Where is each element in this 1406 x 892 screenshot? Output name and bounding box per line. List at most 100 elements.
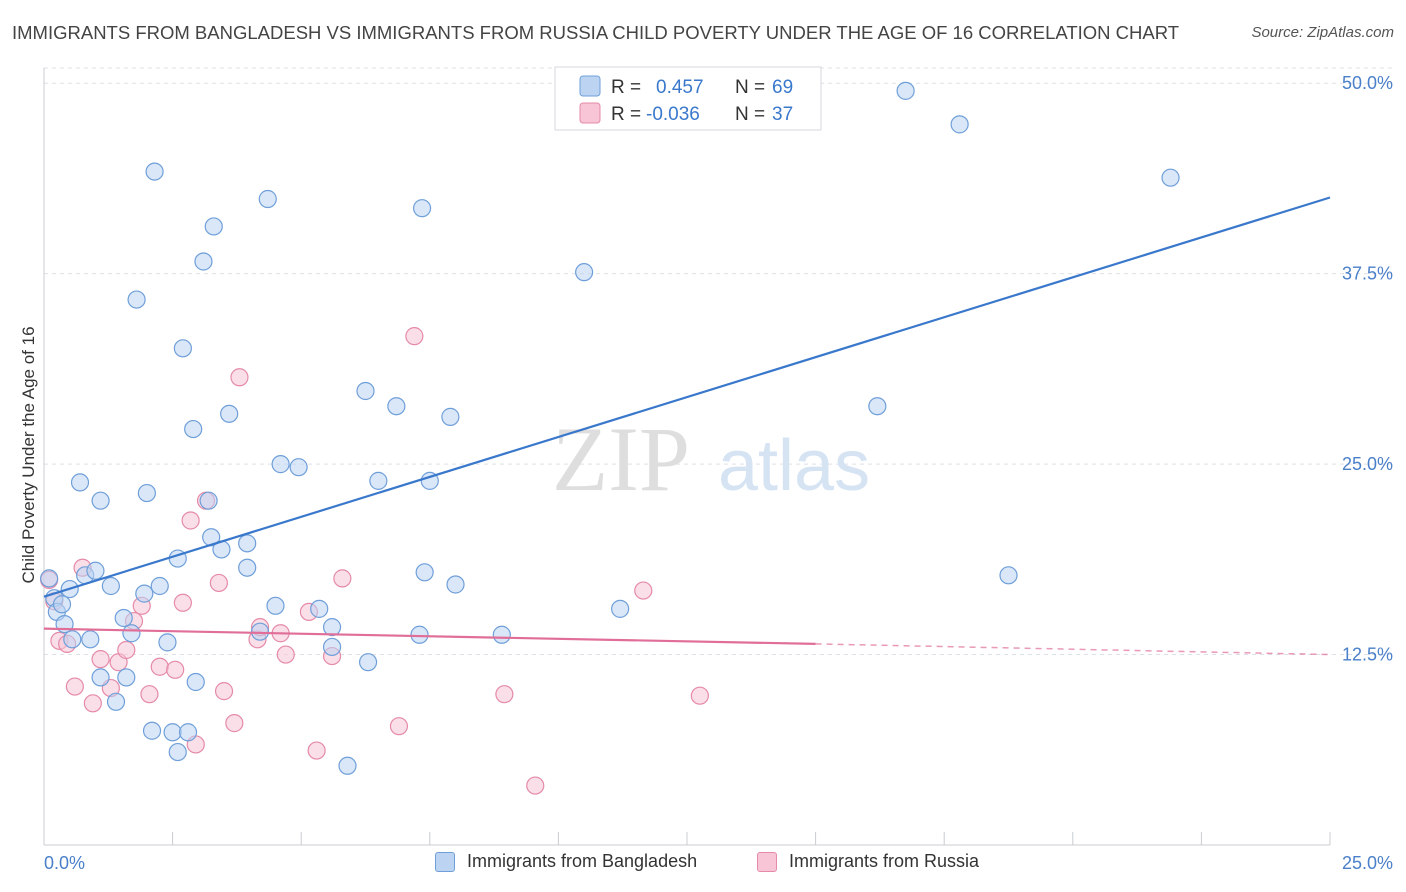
bangladesh-point (168, 742, 187, 762)
bangladesh-point (158, 633, 177, 652)
russia-point (173, 593, 192, 612)
legend-r-label-bangladesh: R = (611, 77, 641, 98)
watermark: ZIP atlas (552, 408, 870, 510)
bangladesh-point (446, 575, 465, 594)
bangladesh-point (238, 558, 257, 577)
bangladesh-point (410, 625, 429, 644)
bangladesh-point (122, 624, 141, 643)
trend-layer (43, 196, 1331, 656)
bangladesh-point (127, 290, 146, 309)
bangladesh-point (145, 162, 164, 181)
bangladesh-point (896, 81, 915, 100)
bangladesh-point (142, 721, 162, 740)
bangladesh-point (91, 668, 110, 687)
russia-point (405, 327, 424, 346)
x-ticks (43, 832, 1331, 845)
y-tick-label: 12.5% (1342, 645, 1393, 665)
bangladesh-point (575, 263, 594, 282)
bangladesh-point (492, 625, 511, 644)
bangladesh-point (204, 217, 223, 236)
bangladesh-point (194, 252, 213, 271)
bangladesh-point (70, 473, 90, 492)
bangladesh-point (114, 608, 133, 628)
legend-r-value-bangladesh: 0.457 (656, 77, 704, 98)
y-tick-label: 37.5% (1342, 264, 1393, 284)
bangladesh-point (338, 756, 357, 775)
y-tick-label: 50.0% (1342, 73, 1393, 93)
legend-r-value-russia: -0.036 (646, 104, 700, 125)
bottom-legend-russia: Immigrants from Russia (757, 851, 979, 872)
bangladesh-point (184, 419, 203, 439)
russia-point (140, 685, 159, 704)
russia-point (209, 573, 228, 593)
series-bangladesh-points (40, 81, 1180, 775)
bangladesh-point (117, 668, 136, 687)
bangladesh-point (289, 458, 308, 477)
y-tick-labels: 12.5% 25.0% 37.5% 50.0% (1342, 73, 1393, 664)
russia-point (389, 717, 409, 736)
bangladesh-point (150, 576, 169, 596)
russia-trend-extension (815, 643, 1331, 656)
russia-point (214, 682, 234, 701)
bangladesh-point (86, 561, 105, 580)
legend-swatch-bangladesh (579, 75, 601, 97)
bangladesh-point (322, 618, 342, 637)
legend-box: R = 0.457 N = 69 R = -0.036 N = 37 (554, 66, 822, 131)
russia-point (333, 569, 352, 588)
bangladesh-point (178, 723, 198, 742)
bangladesh-point (106, 692, 126, 711)
bangladesh-point (163, 723, 182, 742)
bangladesh-point (52, 595, 72, 614)
bangladesh-point (186, 672, 205, 692)
bangladesh-point (412, 199, 432, 218)
bangladesh-point (868, 397, 887, 416)
bangladesh-point (611, 599, 630, 618)
watermark-atlas: atlas (718, 426, 870, 506)
bangladesh-point (310, 599, 329, 618)
legend-n-label-russia: N = (735, 104, 765, 125)
legend-swatch-russia (579, 102, 601, 124)
russia-point (634, 581, 653, 600)
bottom-legend-label-bangladesh: Immigrants from Bangladesh (467, 851, 698, 871)
bangladesh-point (220, 404, 239, 423)
russia-point (117, 640, 136, 660)
legend-n-value-russia: 37 (772, 104, 793, 125)
chart-source: Source: ZipAtlas.com (1251, 24, 1394, 41)
bangladesh-trend-line (43, 196, 1331, 598)
bangladesh-point (40, 569, 59, 588)
chart-title: IMMIGRANTS FROM BANGLADESH VS IMMIGRANTS… (12, 22, 1180, 43)
bangladesh-point (250, 622, 270, 641)
legend-r-label-russia: R = (611, 104, 641, 125)
russia-point (230, 368, 249, 387)
bangladesh-point (199, 491, 218, 510)
bangladesh-point (271, 455, 290, 474)
bangladesh-point (369, 471, 388, 490)
bangladesh-point (173, 339, 192, 358)
bangladesh-point (1161, 168, 1180, 187)
russia-point (276, 645, 295, 664)
russia-point (65, 677, 84, 696)
bottom-legend-swatch-bangladesh (435, 851, 455, 872)
bangladesh-point (999, 566, 1018, 585)
legend-n-value-bangladesh: 69 (772, 77, 793, 98)
russia-trend-line (43, 627, 816, 645)
russia-point (83, 694, 102, 713)
bangladesh-point (135, 584, 154, 603)
watermark-zip: ZIP (552, 408, 690, 510)
bangladesh-point (101, 576, 120, 596)
bangladesh-point (258, 189, 277, 209)
bottom-legend-swatch-russia (757, 851, 777, 872)
bangladesh-point (358, 653, 378, 672)
bangladesh-point (950, 115, 969, 134)
bangladesh-point (238, 534, 257, 553)
russia-point (307, 741, 326, 760)
russia-point (495, 685, 514, 704)
russia-point (225, 714, 244, 733)
russia-point (166, 660, 185, 679)
russia-point (690, 686, 709, 705)
bangladesh-point (441, 407, 460, 426)
x-tick-label-max: 25.0% (1342, 853, 1393, 873)
russia-point (181, 511, 200, 530)
russia-point (526, 776, 545, 795)
